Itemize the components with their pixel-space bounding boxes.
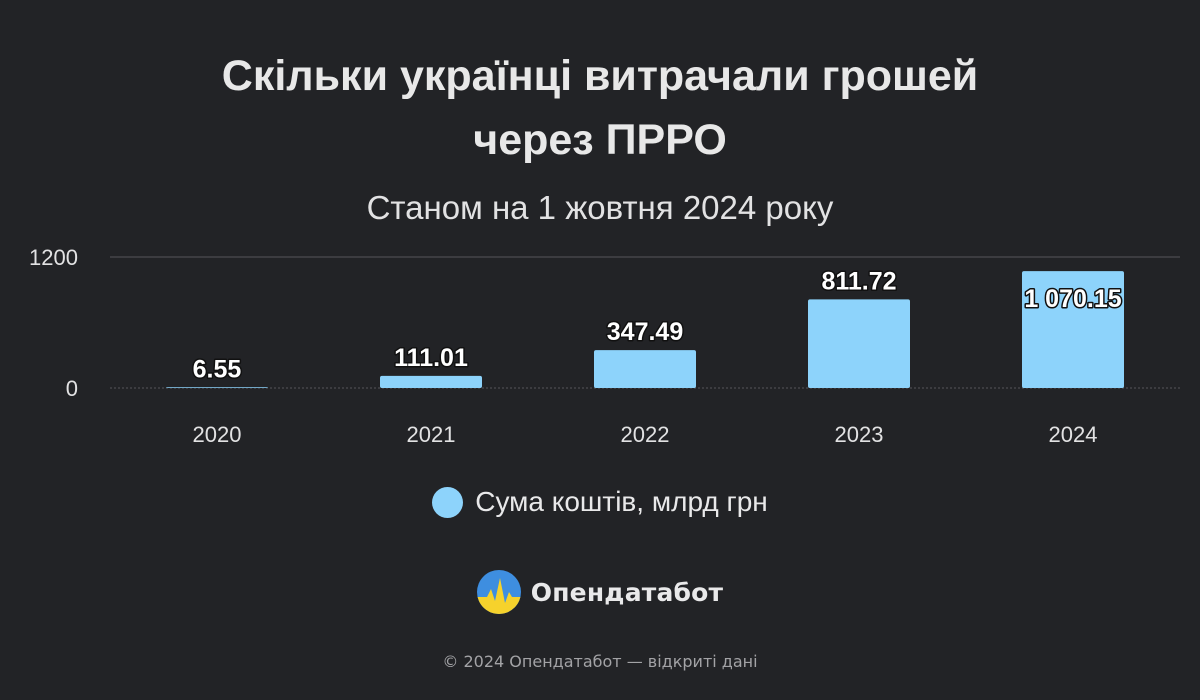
footer-copyright: © 2024 Опендатабот — відкриті дані <box>442 652 758 671</box>
x-tick-label-2023: 2023 <box>835 422 884 447</box>
data-label-2024: 1 070.15 <box>1024 285 1121 313</box>
data-label-2020: 6.55 <box>193 355 242 383</box>
y-tick-label: 0 <box>66 376 78 401</box>
x-tick-label-2024: 2024 <box>1049 422 1098 447</box>
bar-2024 <box>1022 271 1124 388</box>
bar-chart: 0 1200 6.55 2020 111.01 2021 347.49 2022 811.72 2… <box>29 245 1180 447</box>
data-label-2023: 811.72 <box>821 267 896 295</box>
bar-2021 <box>380 375 482 388</box>
legend-label: Сума коштів, млрд грн <box>475 486 768 517</box>
legend-marker <box>432 486 464 518</box>
bar-2022 <box>594 350 696 388</box>
bar-2020 <box>166 387 268 388</box>
opendatabot-logo-icon <box>476 570 521 614</box>
chart-title-line-1: Скільки українці витрачали грошей <box>221 52 979 100</box>
data-label-2022: 347.49 <box>607 318 683 346</box>
y-tick-label: 1200 <box>29 245 78 270</box>
bar-2023 <box>808 299 910 388</box>
brand: Опендатабот <box>0 570 1200 614</box>
x-tick-label-2022: 2022 <box>621 422 670 447</box>
brand-name: Опендатабот <box>530 577 724 607</box>
x-tick-label-2020: 2020 <box>193 422 242 447</box>
data-label-2021: 111.01 <box>394 344 468 372</box>
chart-legend[interactable]: Сума коштів, млрд грн <box>0 486 1200 518</box>
chart-title-line-2: через ПРРО <box>473 116 727 164</box>
chart-subtitle: Станом на 1 жовтня 2024 року <box>366 189 834 226</box>
chart-title: Скільки українці витрачали грошей через … <box>0 44 1200 172</box>
x-tick-label-2021: 2021 <box>407 422 456 447</box>
